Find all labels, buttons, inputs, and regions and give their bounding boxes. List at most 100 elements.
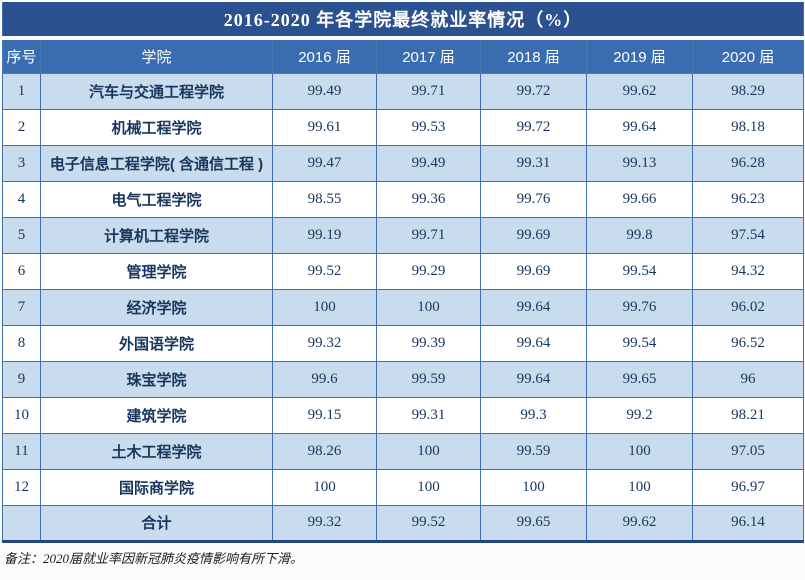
row-index-cell: 1	[2, 72, 41, 110]
rate-cell-2017: 99.53	[376, 108, 481, 146]
rate-cell-2017: 99.39	[376, 324, 481, 362]
rate-cell-2017: 99.29	[376, 252, 481, 290]
row-index-cell: 11	[2, 432, 41, 470]
college-name-cell: 计算机工程学院	[40, 216, 273, 254]
rate-cell-2018: 99.3	[480, 396, 587, 434]
rate-cell-2020: 96.02	[691, 288, 805, 326]
college-name-cell: 管理学院	[40, 252, 273, 290]
rate-cell-2020: 97.54	[691, 216, 805, 254]
table-row: 3 电子信息工程学院( 含通信工程 ) 99.47 99.49 99.31 99.13 96…	[2, 144, 805, 182]
employment-rate-table: 2016-2020 年各学院最终就业率情况（%） 序号 学院 2016 届 20…	[2, 2, 805, 543]
rate-cell-2018: 99.31	[480, 144, 587, 182]
rate-cell-2019: 100	[586, 468, 693, 506]
row-index-cell: 10	[2, 396, 41, 434]
column-header-2018: 2018 届	[480, 38, 587, 74]
rate-cell-2018: 99.72	[480, 72, 587, 110]
table-title-row: 2016-2020 年各学院最终就业率情况（%）	[2, 2, 804, 40]
rate-cell-2018: 99.72	[480, 108, 587, 146]
rate-cell-2020: 96.52	[691, 324, 805, 362]
row-index-cell: 9	[2, 360, 41, 398]
total-index-cell	[2, 504, 41, 543]
rate-cell-2016: 99.6	[272, 360, 377, 398]
rate-cell-2018: 99.64	[480, 288, 587, 326]
table-row: 11 土木工程学院 98.26 100 99.59 100 97.05	[2, 432, 805, 470]
rate-cell-2019: 99.2	[586, 396, 693, 434]
rate-cell-2020: 96	[691, 360, 805, 398]
rate-cell-2017: 99.71	[376, 72, 481, 110]
table-row: 1 汽车与交通工程学院 99.49 99.71 99.72 99.62 98.29	[2, 72, 805, 110]
row-index-cell: 6	[2, 252, 41, 290]
rate-cell-2019: 99.8	[586, 216, 693, 254]
rate-cell-2017: 99.49	[376, 144, 481, 182]
rate-cell-2016: 100	[272, 468, 377, 506]
rate-cell-2017: 99.36	[376, 180, 481, 218]
row-index-cell: 5	[2, 216, 41, 254]
total-label-cell: 合计	[40, 504, 273, 543]
rate-cell-2017: 99.52	[376, 504, 481, 543]
college-name-cell: 珠宝学院	[40, 360, 273, 398]
table-row: 2 机械工程学院 99.61 99.53 99.72 99.64 98.18	[2, 108, 805, 146]
table-row: 6 管理学院 99.52 99.29 99.69 99.54 94.32	[2, 252, 805, 290]
rate-cell-2016: 98.26	[272, 432, 377, 470]
rate-cell-2019: 99.66	[586, 180, 693, 218]
rate-cell-2017: 100	[376, 432, 481, 470]
rate-cell-2019: 99.62	[586, 72, 693, 110]
college-name-cell: 外国语学院	[40, 324, 273, 362]
rate-cell-2017: 100	[376, 288, 481, 326]
rate-cell-2020: 98.29	[691, 72, 805, 110]
college-name-cell: 建筑学院	[40, 396, 273, 434]
rate-cell-2018: 99.64	[480, 324, 587, 362]
rate-cell-2016: 100	[272, 288, 377, 326]
rate-cell-2018: 99.64	[480, 360, 587, 398]
footnote: 备注：2020届就业率因新冠肺炎疫情影响有所下滑。	[4, 550, 304, 566]
rate-cell-2018: 99.76	[480, 180, 587, 218]
rate-cell-2020: 96.97	[691, 468, 805, 506]
rate-cell-2020: 96.28	[691, 144, 805, 182]
rate-cell-2018: 99.59	[480, 432, 587, 470]
column-header-2016: 2016 届	[272, 38, 377, 74]
college-name-cell: 汽车与交通工程学院	[40, 72, 273, 110]
rate-cell-2018: 99.65	[480, 504, 587, 543]
rate-cell-2016: 99.32	[272, 324, 377, 362]
column-header-2019: 2019 届	[586, 38, 693, 74]
rate-cell-2017: 99.31	[376, 396, 481, 434]
rate-cell-2016: 99.19	[272, 216, 377, 254]
college-name-cell: 电气工程学院	[40, 180, 273, 218]
rate-cell-2016: 99.49	[272, 72, 377, 110]
table-title: 2016-2020 年各学院最终就业率情况（%）	[2, 2, 804, 40]
rate-cell-2019: 99.13	[586, 144, 693, 182]
rate-cell-2018: 99.69	[480, 252, 587, 290]
rate-cell-2016: 99.15	[272, 396, 377, 434]
college-name-cell: 电子信息工程学院( 含通信工程 )	[40, 144, 273, 182]
rate-cell-2016: 99.61	[272, 108, 377, 146]
table-row: 8 外国语学院 99.32 99.39 99.64 99.54 96.52	[2, 324, 805, 362]
rate-cell-2016: 99.52	[272, 252, 377, 290]
rate-cell-2016: 99.47	[272, 144, 377, 182]
rate-cell-2020: 96.23	[691, 180, 805, 218]
table-body: 1 汽车与交通工程学院 99.49 99.71 99.72 99.62 98.29 2 机械工程…	[2, 72, 805, 543]
table-row: 4 电气工程学院 98.55 99.36 99.76 99.66 96.23	[2, 180, 805, 218]
rate-cell-2017: 100	[376, 468, 481, 506]
table-row: 5 计算机工程学院 99.19 99.71 99.69 99.8 97.54	[2, 216, 805, 254]
college-name-cell: 国际商学院	[40, 468, 273, 506]
column-header-index: 序号	[2, 38, 41, 74]
rate-cell-2019: 99.54	[586, 324, 693, 362]
rate-cell-2019: 99.65	[586, 360, 693, 398]
table-total-row: 合计 99.32 99.52 99.65 99.62 96.14	[2, 504, 805, 543]
table-row: 10 建筑学院 99.15 99.31 99.3 99.2 98.21	[2, 396, 805, 434]
row-index-cell: 7	[2, 288, 41, 326]
rate-cell-2020: 96.14	[691, 504, 805, 543]
rate-cell-2019: 99.64	[586, 108, 693, 146]
row-index-cell: 2	[2, 108, 41, 146]
rate-cell-2020: 97.05	[691, 432, 805, 470]
rate-cell-2017: 99.71	[376, 216, 481, 254]
column-header-college: 学院	[40, 38, 273, 74]
rate-cell-2019: 99.54	[586, 252, 693, 290]
rate-cell-2020: 98.18	[691, 108, 805, 146]
row-index-cell: 3	[2, 144, 41, 182]
row-index-cell: 12	[2, 468, 41, 506]
rate-cell-2016: 98.55	[272, 180, 377, 218]
rate-cell-2020: 94.32	[691, 252, 805, 290]
college-name-cell: 经济学院	[40, 288, 273, 326]
